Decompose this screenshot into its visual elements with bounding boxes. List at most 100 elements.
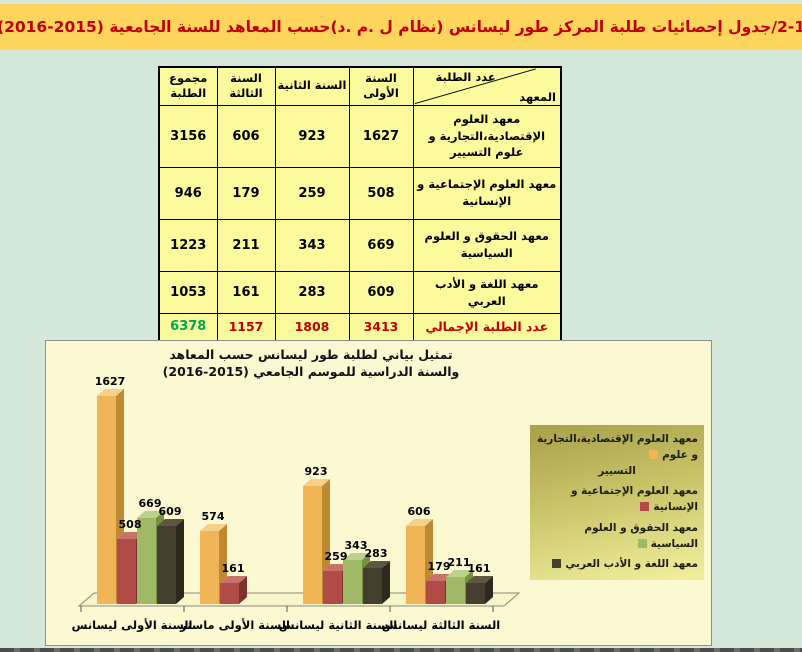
report-title-bar: 2-1/جدول إحصائيات طلبة المركز طور ليسانس…	[0, 4, 802, 50]
value-year3: 179	[216, 166, 276, 220]
column-header-year3: السنة الثالثة	[216, 66, 276, 106]
bar-2-2	[343, 560, 362, 604]
legend-label: معهد الحقوق و العلوم السياسية	[584, 521, 698, 550]
value-year2: 923	[274, 104, 350, 168]
legend-label: معهد العلوم الإقتصادية،التجارية و علوم	[536, 433, 698, 461]
chart-title-line1: تمثيل بياني لطلبة طور ليسانس حسب المعاهد	[169, 347, 453, 362]
x-axis-label: السنة الأولى ليسانس	[72, 618, 193, 633]
institute-name: معهد العلوم الإقتصادية،التجارية و علوم ا…	[412, 104, 562, 168]
legend-swatch	[640, 502, 650, 511]
bar-value-label: 283	[365, 547, 388, 560]
x-axis-label: السنة الأولى ماستر	[179, 618, 290, 633]
value-year3: 161	[216, 270, 276, 314]
bar-value-label: 609	[159, 505, 182, 518]
bar-value-label: 1627	[95, 375, 126, 388]
grand-total: 6378	[158, 312, 218, 342]
bar-3-0	[157, 526, 176, 604]
legend-label-line2: التسيير	[598, 464, 636, 477]
chart-title-line2: والسنة الدراسية للموسم الجامعي (2015-201…	[162, 363, 460, 379]
column-header-year1: السنة الأولى	[348, 66, 414, 106]
bar-value-label: 508	[119, 518, 142, 531]
diagonal-divider	[414, 68, 536, 105]
x-axis-label: السنة الثانية ليسانس	[279, 618, 398, 632]
total-row-label: عدد الطلبة الإجمالي	[412, 312, 562, 342]
bar-top-face	[363, 561, 390, 568]
bar-top-face	[343, 553, 370, 560]
bar-value-label: 259	[325, 550, 348, 563]
page-title: 2-1/جدول إحصائيات طلبة المركز طور ليسانس…	[0, 18, 802, 36]
institute-name: معهد اللغة و الأدب العربي	[412, 270, 562, 314]
bar-0-1	[200, 531, 219, 604]
bar-side-face	[176, 519, 184, 604]
legend-item: معهد الحقوق و العلوم السياسية	[536, 521, 698, 553]
bar-side-face	[485, 576, 493, 604]
legend-label: معهد اللغة و الأدب العربي	[565, 558, 698, 571]
cropped-next-element-edge	[0, 648, 802, 652]
bar-side-face	[239, 576, 247, 604]
table-header-row: عدد الطلبة المعهد السنة الأولى السنة الث…	[158, 66, 562, 106]
bar-2-3	[446, 577, 465, 604]
bar-1-3	[426, 581, 445, 604]
value-year2: 259	[274, 166, 350, 220]
value-year1: 508	[348, 166, 414, 220]
value-year3: 211	[216, 218, 276, 272]
total-year2: 1808	[274, 312, 350, 342]
table-row: معهد العلوم الإقتصادية،التجارية و علوم ا…	[158, 104, 562, 168]
bar-value-label: 923	[305, 465, 328, 478]
total-year3: 1157	[216, 312, 276, 342]
corner-label-institute: المعهد	[519, 89, 556, 104]
bar-0-2	[303, 486, 322, 604]
value-total: 1223	[158, 218, 218, 272]
bar-chart-panel: السنة الأولى ليسانس السنة الأولى ماستر الس…	[45, 340, 712, 646]
legend-item: معهد اللغة و الأدب العربي	[536, 557, 698, 573]
value-year2: 343	[274, 218, 350, 272]
x-axis-label: السنة الثالثة ليسانس	[382, 618, 501, 632]
bar-top-face	[220, 576, 247, 583]
value-total: 3156	[158, 104, 218, 168]
bar-1-2	[323, 571, 342, 604]
total-year1: 3413	[348, 312, 414, 342]
bar-value-label: 606	[408, 505, 431, 518]
bar-value-label: 211	[448, 556, 471, 569]
legend-item: معهد العلوم الإجتماعية و الإنسانية	[536, 484, 698, 516]
value-year3: 606	[216, 104, 276, 168]
bar-2-0	[137, 518, 156, 604]
bar-3-3	[466, 583, 485, 604]
bar-value-label: 179	[428, 560, 451, 573]
bar-value-label: 574	[202, 510, 225, 523]
value-year1: 609	[348, 270, 414, 314]
legend-swatch	[637, 538, 647, 548]
column-header-year2: السنة الثانية	[274, 66, 350, 106]
bar-value-label: 343	[345, 539, 368, 552]
bar-side-face	[382, 561, 390, 604]
bar-0-0	[97, 396, 116, 604]
column-header-total: مجموع الطلبة	[158, 66, 218, 106]
institute-name: معهد العلوم الإجتماعية و الإنسانية	[412, 166, 562, 220]
bar-1-1	[220, 583, 239, 604]
corner-label-students: عدد الطلبة	[435, 70, 496, 84]
value-total: 946	[158, 166, 218, 220]
value-total: 1053	[158, 270, 218, 314]
bar-top-face	[303, 479, 330, 486]
table-total-row: عدد الطلبة الإجمالي 3413 1808 1157 6378	[158, 312, 562, 342]
corner-header-cell: عدد الطلبة المعهد	[412, 66, 562, 106]
chart-legend: معهد العلوم الإقتصادية،التجارية و علوم ال…	[530, 425, 704, 580]
bar-top-face	[466, 576, 493, 583]
statistics-table: عدد الطلبة المعهد السنة الأولى السنة الث…	[158, 66, 562, 342]
value-year1: 1627	[348, 104, 414, 168]
value-year1: 669	[348, 218, 414, 272]
bar-top-face	[406, 519, 433, 526]
table-row: معهد اللغة و الأدب العربي 609 283 161 10…	[158, 270, 562, 314]
chart-title: تمثيل بياني لطلبة طور ليسانس حسب المعاهد…	[46, 347, 576, 381]
bar-1-0	[117, 539, 136, 604]
bar-top-face	[446, 570, 473, 577]
bar-3-2	[363, 568, 382, 604]
legend-swatch	[649, 449, 659, 459]
table-row: معهد العلوم الإجتماعية و الإنسانية 508 2…	[158, 166, 562, 220]
bar-0-3	[406, 526, 425, 604]
value-year2: 283	[274, 270, 350, 314]
table-row: معهد الحقوق و العلوم السياسية 669 343 21…	[158, 218, 562, 272]
bar-top-face	[137, 511, 164, 518]
